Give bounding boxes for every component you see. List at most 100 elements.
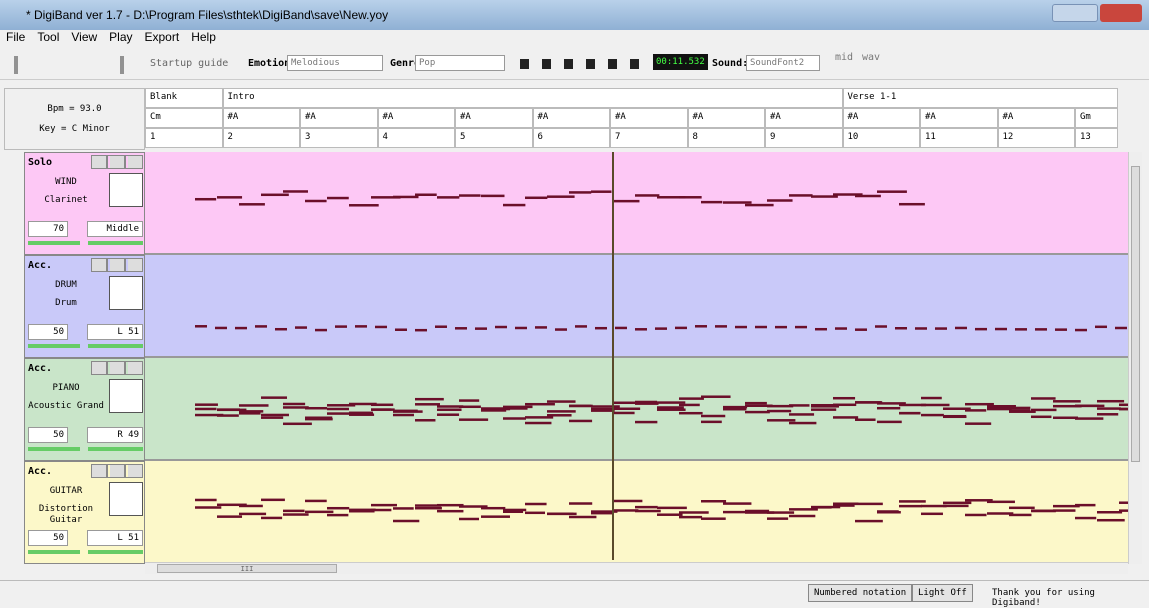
note	[657, 408, 686, 411]
note	[965, 402, 994, 406]
note	[235, 326, 247, 330]
close-button[interactable]	[1100, 4, 1142, 22]
scroll-thumb[interactable]	[1131, 166, 1140, 462]
note	[217, 414, 239, 417]
note	[635, 509, 661, 513]
note	[595, 326, 607, 330]
window-controls[interactable]	[1052, 4, 1098, 22]
vertical-scrollbar[interactable]	[1128, 152, 1142, 564]
track-pan[interactable]: R 49	[87, 427, 143, 443]
track-pan[interactable]: Middle	[87, 221, 143, 237]
sound-select[interactable]: SoundFont2	[746, 55, 820, 71]
note	[371, 403, 394, 407]
note	[811, 403, 835, 407]
note	[811, 506, 832, 509]
note	[613, 199, 640, 203]
menu-item[interactable]: Play	[109, 30, 133, 44]
track-volume[interactable]: 50	[28, 530, 68, 546]
note	[437, 413, 460, 416]
note	[955, 326, 967, 330]
note	[613, 509, 639, 512]
menu-item[interactable]: Help	[191, 30, 216, 44]
track-buttons[interactable]	[91, 155, 143, 169]
note	[695, 325, 707, 328]
note	[481, 515, 510, 518]
note	[745, 404, 773, 408]
note	[715, 325, 727, 328]
note	[283, 402, 306, 406]
song-info: Bpm = 93.0 Key = C Minor	[4, 88, 145, 150]
note	[415, 193, 437, 196]
startup-guide[interactable]: Startup guide	[150, 58, 229, 69]
note	[723, 510, 748, 514]
export-mid[interactable]: mid	[835, 52, 854, 63]
instrument-icon[interactable]	[109, 379, 143, 413]
track-volume[interactable]: 70	[28, 221, 68, 237]
note	[305, 499, 327, 503]
note	[435, 325, 447, 328]
note	[547, 512, 577, 516]
instrument-icon[interactable]	[109, 276, 143, 310]
note	[569, 191, 592, 194]
notes	[195, 498, 1128, 523]
toolbar: Startup guide Emotion Melodious Genre Po…	[0, 48, 1149, 80]
track-instrument: Acoustic Grand	[28, 401, 104, 411]
track-buttons[interactable]	[91, 258, 143, 272]
menu-item[interactable]: View	[71, 30, 98, 44]
track-buttons[interactable]	[91, 464, 143, 478]
note	[613, 407, 641, 411]
scroll-thumb[interactable]: III	[157, 564, 337, 573]
note	[877, 511, 901, 514]
note	[349, 508, 376, 512]
emotion-select[interactable]: Melodious	[287, 55, 383, 71]
track-lane	[145, 152, 1128, 255]
note	[525, 421, 552, 425]
note	[1097, 407, 1121, 410]
note	[217, 408, 247, 412]
note	[315, 328, 327, 332]
genre-select[interactable]: Pop	[415, 55, 505, 71]
menu-item[interactable]: Tool	[37, 30, 60, 44]
numbered-notation[interactable]: Numbered notation	[808, 584, 913, 602]
transport-buttons[interactable]	[520, 59, 640, 69]
track-category: WIND	[55, 177, 77, 187]
note	[547, 414, 572, 417]
horizontal-scrollbar[interactable]: III	[145, 562, 1128, 574]
note	[195, 506, 222, 509]
note	[1009, 513, 1032, 517]
note	[679, 196, 702, 199]
note	[1095, 325, 1107, 329]
note	[525, 502, 547, 506]
file-icons[interactable]	[14, 56, 124, 74]
note	[437, 408, 462, 411]
note	[525, 511, 546, 515]
instrument-icon[interactable]	[109, 173, 143, 207]
note	[217, 503, 247, 507]
light-toggle[interactable]: Light Off	[912, 584, 973, 602]
note	[437, 405, 464, 408]
note	[495, 325, 507, 329]
status-bar: Numbered notation Light Off Thank you fo…	[0, 580, 1149, 608]
track-volume[interactable]: 50	[28, 427, 68, 443]
note	[767, 404, 794, 408]
note	[943, 407, 971, 410]
note	[547, 195, 575, 198]
note	[835, 327, 847, 330]
menu-item[interactable]: File	[6, 30, 26, 44]
menu-item[interactable]: Export	[144, 30, 180, 44]
note	[459, 418, 489, 421]
note	[1009, 410, 1036, 413]
note	[415, 506, 442, 510]
note	[371, 503, 397, 507]
notes	[195, 395, 1128, 426]
track-buttons[interactable]	[91, 361, 143, 375]
note	[195, 403, 218, 406]
note	[789, 508, 818, 511]
export-wav[interactable]: wav	[862, 52, 881, 63]
track-pan[interactable]: L 51	[87, 324, 143, 340]
note	[535, 326, 547, 329]
note	[723, 502, 752, 505]
track-pan[interactable]: L 51	[87, 530, 143, 546]
track-volume[interactable]: 50	[28, 324, 68, 340]
instrument-icon[interactable]	[109, 482, 143, 516]
